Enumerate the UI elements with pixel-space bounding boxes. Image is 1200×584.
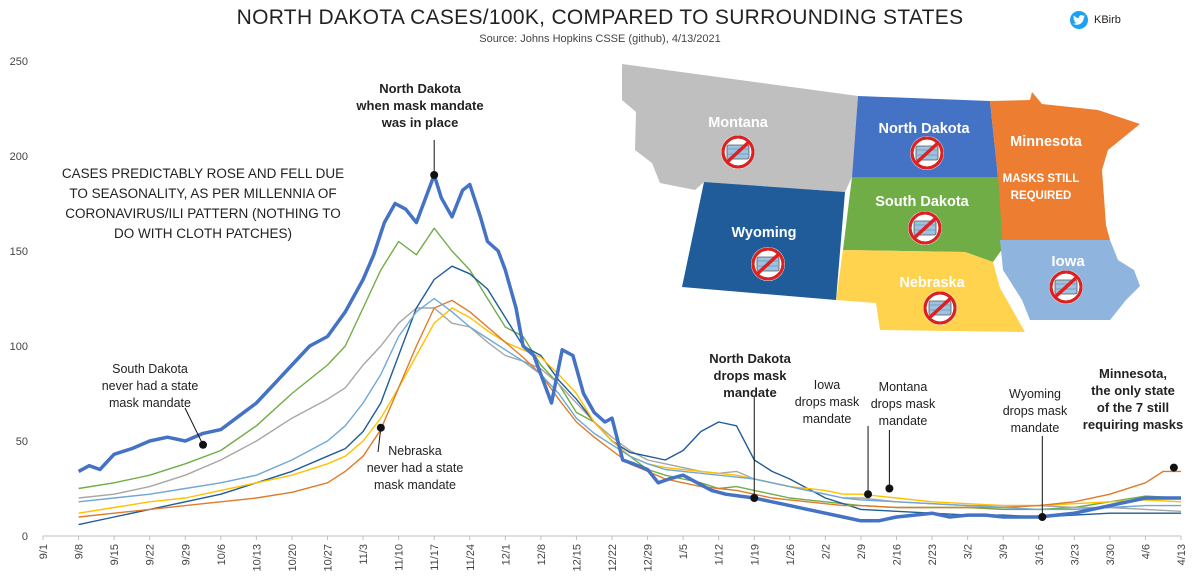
annotation-marker xyxy=(1169,463,1178,472)
x-tick-label: 11/17 xyxy=(429,544,441,571)
twitter-handle[interactable]: KBirb xyxy=(1070,11,1121,29)
series-line-nebraska xyxy=(78,307,1182,514)
ne-never-annotation: Nebraska never had a state mask mandate xyxy=(366,444,464,492)
y-tick-label: 250 xyxy=(10,56,28,68)
annotation-leader xyxy=(184,407,204,446)
y-tick-label: 150 xyxy=(10,246,28,258)
annotation-marker xyxy=(430,171,439,179)
x-tick-label: 1/19 xyxy=(749,544,761,565)
montana-shape xyxy=(622,64,858,192)
x-tick-label: 9/15 xyxy=(109,544,121,565)
series-line-north-dakota xyxy=(77,173,1181,523)
x-tick-label: 3/16 xyxy=(1034,544,1046,565)
sd-never-annotation: South Dakota never had a state mask mand… xyxy=(101,362,199,410)
no-mask-icon xyxy=(910,136,944,170)
annotation-marker xyxy=(1038,513,1047,521)
x-tick-label: 4/13 xyxy=(1176,544,1188,565)
x-tick-label: 4/6 xyxy=(1140,544,1152,559)
x-tick-label: 3/30 xyxy=(1105,544,1117,565)
x-tick-label: 1/12 xyxy=(714,544,726,565)
y-tick-label: 100 xyxy=(10,341,28,353)
state-label-nebraska: Nebraska xyxy=(899,275,965,291)
twitter-handle-text: KBirb xyxy=(1094,14,1121,26)
annotation-marker xyxy=(885,484,894,493)
nd-mandate-annotation: North Dakota when mask mandate was in pl… xyxy=(356,81,484,130)
no-mask-icon xyxy=(908,211,942,245)
x-tick-label: 10/6 xyxy=(216,544,228,565)
series-line-iowa xyxy=(78,297,1181,511)
x-tick-label: 9/29 xyxy=(180,544,192,565)
no-mask-icon xyxy=(751,247,785,281)
x-tick-label: 1/26 xyxy=(785,544,797,565)
x-tick-label: 12/29 xyxy=(643,544,655,572)
nebraska-shape xyxy=(836,250,1025,332)
minnesota-mask-note: MASKS STILL xyxy=(1003,173,1080,185)
minnesota-shape xyxy=(990,92,1140,240)
annotation-marker xyxy=(750,494,759,502)
annotation-marker xyxy=(199,440,208,449)
chart-title: NORTH DAKOTA CASES/100K, COMPARED TO SUR… xyxy=(236,6,964,29)
wy-drops-annotation: Wyoming drops mask mandate xyxy=(1002,387,1068,435)
y-tick-label: 200 xyxy=(10,151,28,163)
x-tick-label: 12/15 xyxy=(571,544,583,572)
state-label-minnesota: Minnesota xyxy=(1010,134,1083,150)
no-mask-icon xyxy=(1049,270,1083,304)
x-tick-label: 3/23 xyxy=(1069,544,1081,565)
twitter-bird-icon xyxy=(1070,11,1088,29)
x-tick-label: 12/1 xyxy=(500,544,512,565)
wyoming-shape xyxy=(682,182,845,300)
x-tick-label: 2/2 xyxy=(820,544,832,559)
x-tick-label: 10/13 xyxy=(251,544,263,572)
x-tick-label: 11/24 xyxy=(465,544,477,571)
x-tick-label: 1/5 xyxy=(678,544,690,559)
minnesota-mask-note: REQUIRED xyxy=(1011,190,1072,202)
x-tick-label: 2/9 xyxy=(856,544,868,559)
mt-drops-annotation: Montana drops mask mandate xyxy=(870,380,936,428)
state-label-north-dakota: North Dakota xyxy=(878,121,970,137)
x-tick-label: 12/22 xyxy=(607,544,619,572)
state-label-south-dakota: South Dakota xyxy=(875,194,969,210)
x-tick-label: 9/1 xyxy=(38,544,50,559)
x-tick-label: 3/9 xyxy=(998,544,1010,559)
x-tick-label: 12/8 xyxy=(536,544,548,565)
mn-only-annotation: Minnesota, the only state of the 7 still… xyxy=(1082,366,1184,432)
state-label-wyoming: Wyoming xyxy=(732,225,797,241)
annotation-marker xyxy=(864,490,873,499)
x-tick-label: 3/2 xyxy=(963,544,975,559)
x-tick-label: 10/27 xyxy=(323,544,335,572)
nd-drops-annotation: North Dakota drops mask mandate xyxy=(709,351,791,400)
no-mask-icon xyxy=(923,291,957,325)
x-tick-label: 10/20 xyxy=(287,544,299,572)
seasonality-annotation: CASES PREDICTABLY ROSE AND FELL DUE TO S… xyxy=(61,166,345,241)
state-label-iowa: Iowa xyxy=(1051,253,1085,270)
x-tick-label: 11/3 xyxy=(358,544,370,565)
x-tick-label: 9/22 xyxy=(145,544,157,565)
annotation-leader xyxy=(377,427,382,453)
x-tick-label: 9/8 xyxy=(74,544,86,559)
x-tick-label: 2/16 xyxy=(892,544,904,565)
x-tick-label: 2/23 xyxy=(927,544,939,565)
x-tick-label: 11/10 xyxy=(394,544,406,571)
y-tick-label: 0 xyxy=(22,531,28,543)
chart-subtitle: Source: Johns Hopkins CSSE (github), 4/1… xyxy=(479,33,721,45)
y-tick-label: 50 xyxy=(16,436,28,448)
no-mask-icon xyxy=(721,135,755,169)
ia-drops-annotation: Iowa drops mask mandate xyxy=(794,378,860,426)
state-label-montana: Montana xyxy=(708,115,769,131)
annotation-marker xyxy=(376,423,385,432)
